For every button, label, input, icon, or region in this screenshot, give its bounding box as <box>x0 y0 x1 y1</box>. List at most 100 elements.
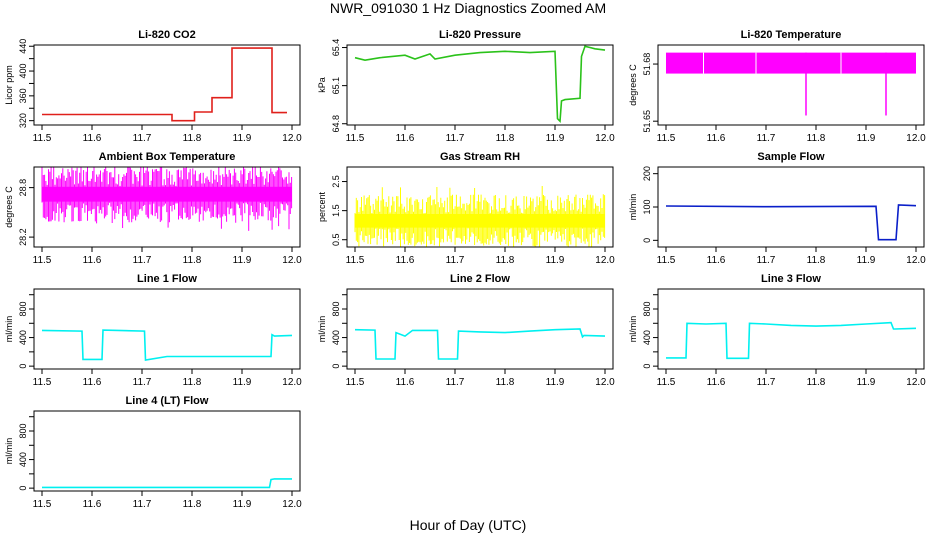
y-axis: 0 400 800 <box>18 416 34 491</box>
series-line <box>354 328 606 360</box>
x-tick-label: 11.6 <box>83 255 102 266</box>
x-tick-label: 11.6 <box>83 499 102 510</box>
x-tick-label: 11.5 <box>33 255 52 266</box>
x-tick-label: 11.7 <box>446 255 465 266</box>
series-group <box>41 329 293 362</box>
series-line <box>41 167 293 231</box>
x-tick-label: 11.9 <box>857 377 876 388</box>
chart-title: Li-820 CO2 <box>138 29 195 41</box>
x-tick-label: 12.0 <box>906 255 926 266</box>
x-tick-label: 12.0 <box>595 133 615 144</box>
x-tick-label: 11.8 <box>807 133 826 144</box>
x-tick-label: 11.5 <box>33 499 52 510</box>
x-tick-label: 11.9 <box>233 499 252 510</box>
series-group <box>42 478 292 489</box>
series-line <box>354 186 606 247</box>
y-tick-label: 0.5 <box>331 233 341 246</box>
y-axis: 28.2 28.8 <box>18 179 34 246</box>
y-tick-label: 400 <box>331 330 341 345</box>
x-tick-label: 12.0 <box>282 255 302 266</box>
y-tick-label: 65.1 <box>331 77 341 95</box>
x-tick-label: 11.6 <box>396 255 415 266</box>
x-tick-label: 12.0 <box>595 255 615 266</box>
series-line <box>354 45 606 124</box>
x-tick-label: 11.7 <box>446 133 465 144</box>
x-tick-label: 11.8 <box>807 377 826 388</box>
series-band <box>666 52 916 74</box>
series-group <box>354 45 606 124</box>
chart-title: Li-820 Pressure <box>439 29 521 41</box>
y-axis: 0 400 800 <box>18 294 34 369</box>
y-tick-label: 800 <box>18 301 28 316</box>
x-tick-label: 11.7 <box>757 255 776 266</box>
y-tick-label: 1.5 <box>331 204 341 217</box>
series-line <box>665 204 917 241</box>
x-tick-label: 11.5 <box>346 377 365 388</box>
x-tick-label: 11.5 <box>346 255 365 266</box>
x-axis: 11.5 11.6 11.7 11.8 11.9 12.0 <box>657 125 926 144</box>
y-tick-label: 800 <box>642 301 652 316</box>
chart-panel: Ambient Box Temperature degrees C 11.5 11.6… <box>4 151 302 266</box>
x-tick-label: 12.0 <box>595 377 615 388</box>
chart-panel: Li-820 Pressure kPa 11.5 11.6 11.7 11.8 11.9 12… <box>317 29 615 144</box>
chart-panel: Sample Flow ml/min 11.5 11.6 11.7 11.8 11.9 12.… <box>628 151 926 266</box>
x-axis: 11.5 11.6 11.7 11.8 11.9 12.0 <box>346 125 615 144</box>
y-tick-label: 200 <box>642 166 652 181</box>
x-tick-label: 11.9 <box>233 377 252 388</box>
series-line <box>41 329 293 362</box>
x-tick-label: 11.9 <box>857 133 876 144</box>
y-tick-label: 0 <box>642 364 652 369</box>
x-axis: 11.5 11.6 11.7 11.8 11.9 12.0 <box>657 369 926 388</box>
y-tick-label: 400 <box>18 452 28 467</box>
y-tick-label: 400 <box>18 330 28 345</box>
x-tick-label: 12.0 <box>282 499 302 510</box>
x-axis: 11.5 11.6 11.7 11.8 11.9 12.0 <box>346 247 615 266</box>
y-tick-label: 440 <box>18 39 28 54</box>
chart-panel: Line 1 Flow ml/min 11.5 11.6 11.7 11.8 11.9 12.… <box>4 273 302 388</box>
figure-title: NWR_091030 1 Hz Diagnostics Zoomed AM <box>329 0 607 16</box>
x-tick-label: 12.0 <box>906 377 926 388</box>
x-tick-label: 11.5 <box>33 133 52 144</box>
chart-title: Sample Flow <box>757 151 825 163</box>
y-axis-label: Licor ppm <box>4 65 14 105</box>
series-line <box>666 321 917 360</box>
chart-panel: Line 3 Flow ml/min 11.5 11.6 11.7 11.8 11.9 12.… <box>628 273 926 388</box>
x-tick-label: 11.9 <box>857 255 876 266</box>
plot-frame <box>657 44 925 126</box>
y-axis-label: ml/min <box>4 316 14 343</box>
y-tick-label: 0 <box>331 364 341 369</box>
chart-title: Gas Stream RH <box>440 151 520 163</box>
x-axis: 11.5 11.6 11.7 11.8 11.9 12.0 <box>33 247 302 266</box>
plot-frame <box>346 166 614 248</box>
series-line <box>42 47 287 122</box>
y-tick-label: 0 <box>18 364 28 369</box>
x-tick-label: 11.7 <box>757 133 776 144</box>
x-tick-label: 11.9 <box>233 255 252 266</box>
y-axis: 320 360 400 440 <box>18 39 34 128</box>
x-tick-label: 11.7 <box>133 255 152 266</box>
y-axis: 0 400 800 <box>331 294 347 369</box>
plot-frame <box>346 288 614 370</box>
x-tick-label: 11.7 <box>133 499 152 510</box>
series-group <box>354 328 606 360</box>
y-tick-label: 400 <box>18 64 28 79</box>
x-tick-label: 12.0 <box>282 377 302 388</box>
y-tick-label: 0 <box>18 486 28 491</box>
y-axis: 64.8 65.1 65.4 <box>331 39 347 132</box>
x-axis: 11.5 11.6 11.7 11.8 11.9 12.0 <box>657 247 926 266</box>
y-tick-label: 800 <box>18 423 28 438</box>
y-tick-label: 65.4 <box>331 39 341 57</box>
y-tick-label: 2.5 <box>331 175 341 188</box>
y-axis: 0 400 800 <box>642 294 658 369</box>
y-tick-label: 0 <box>642 238 652 243</box>
y-axis-label: ml/min <box>317 316 327 343</box>
x-axis: 11.5 11.6 11.7 11.8 11.9 12.0 <box>33 491 302 510</box>
x-tick-label: 11.5 <box>657 133 676 144</box>
chart-title: Li-820 Temperature <box>741 29 842 41</box>
x-tick-label: 11.8 <box>183 499 202 510</box>
series-line <box>42 478 292 489</box>
plot-frame <box>657 288 925 370</box>
y-tick-label: 400 <box>642 330 652 345</box>
